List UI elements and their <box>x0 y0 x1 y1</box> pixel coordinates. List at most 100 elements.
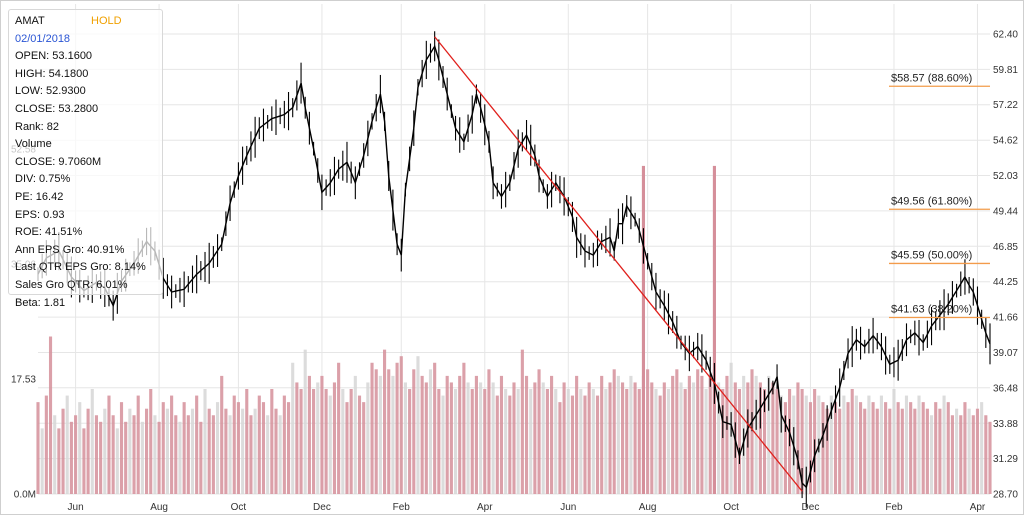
volume-bar <box>558 402 562 494</box>
fib-level-label: $41.63 (38.20%) <box>891 304 972 316</box>
volume-bar <box>441 395 445 494</box>
info-panel: AMAT HOLD 02/01/2018 OPEN: 53.1600 HIGH:… <box>8 9 163 309</box>
volume-bar <box>65 395 69 494</box>
volume-bar <box>36 402 40 494</box>
volume-bar <box>261 402 266 494</box>
x-tick-label: Feb <box>885 502 903 513</box>
volume-bar <box>253 408 257 494</box>
volume-bar <box>950 415 954 494</box>
volume-bar <box>487 369 491 494</box>
volume-bar <box>859 402 863 494</box>
volume-bar <box>562 382 566 494</box>
volume-bar <box>90 389 94 494</box>
volume-bar <box>529 389 533 494</box>
volume-bar <box>366 382 370 494</box>
volume-bar <box>241 408 245 494</box>
volume-bar <box>804 395 808 494</box>
volume-bar <box>449 382 453 494</box>
volume-bar <box>383 349 387 494</box>
close-value: CLOSE: 53.2800 <box>15 102 99 115</box>
volume-bar <box>245 389 249 494</box>
volume-bar <box>495 395 499 494</box>
volume-bar <box>190 408 195 494</box>
ann-eps-gro-value: Ann EPS Gro: 40.91% <box>15 243 125 256</box>
volume-bar <box>575 375 579 494</box>
price-tick-label: 33.88 <box>993 419 1018 430</box>
volume-bar <box>428 369 433 494</box>
volume-bar <box>612 369 616 494</box>
volume-bar <box>236 402 240 494</box>
volume-bar <box>445 375 449 494</box>
volume-bar <box>74 415 78 494</box>
price-tick-label: 59.81 <box>993 65 1018 76</box>
volume-bar <box>362 402 366 494</box>
volume-bar <box>136 395 140 494</box>
volume-bar <box>299 389 303 494</box>
volume-bar <box>842 395 846 494</box>
volume-bar <box>825 408 829 494</box>
volume-bar <box>387 369 391 494</box>
x-tick-label: Jun <box>68 502 84 513</box>
volume-bar <box>491 382 495 494</box>
volume-bar <box>863 408 867 494</box>
volume-bar <box>307 375 311 494</box>
volume-bar <box>412 369 416 494</box>
price-tick-label: 36.48 <box>993 383 1018 394</box>
volume-bar <box>884 402 888 494</box>
price-tick-label: 44.25 <box>993 277 1018 288</box>
volume-bar <box>959 415 963 494</box>
volume-bar <box>470 389 474 494</box>
volume-bar <box>107 395 111 494</box>
div-value: DIV: 0.75% <box>15 173 71 186</box>
volume-bar <box>779 395 783 494</box>
volume-bar <box>658 395 662 494</box>
volume-bar <box>875 408 879 494</box>
price-tick-label: 28.70 <box>993 490 1018 501</box>
volume-bar <box>174 415 178 494</box>
x-tick-label: Jun <box>560 502 576 513</box>
volume-bar <box>984 415 988 494</box>
price-tick-label: 31.29 <box>993 454 1018 465</box>
volume-bar <box>249 415 253 494</box>
volume-bar <box>132 415 136 494</box>
volume-bar <box>737 389 742 494</box>
price-tick-label: 46.85 <box>993 242 1018 253</box>
volume-bar <box>149 389 153 494</box>
volume-bar <box>980 402 984 494</box>
low-value: LOW: 52.9300 <box>15 85 86 98</box>
volume-bar <box>286 402 291 494</box>
roe-value: ROE: 41.51% <box>15 226 83 239</box>
high-value: HIGH: 54.1800 <box>15 67 89 80</box>
volume-bar <box>145 408 149 494</box>
volume-bar <box>942 395 946 494</box>
volume-bar <box>61 408 65 494</box>
volume-bar <box>771 382 775 494</box>
volume-bar <box>721 389 725 494</box>
volume-bar <box>550 375 554 494</box>
volume-bar <box>691 382 696 494</box>
volume-bar <box>408 389 412 494</box>
volume-bar <box>328 395 332 494</box>
volume-close-value: CLOSE: 9.7060M <box>15 155 102 168</box>
price-tick-label: 41.66 <box>993 313 1018 324</box>
volume-bar <box>207 408 211 494</box>
x-tick-label: Apr <box>970 502 986 513</box>
volume-bar <box>341 389 345 494</box>
volume-bar <box>591 389 595 494</box>
volume-bar <box>458 375 462 494</box>
volume-bar <box>220 375 224 494</box>
volume-bar <box>228 415 232 494</box>
volume-bar <box>403 382 407 494</box>
volume-bar <box>466 382 470 494</box>
volume-bar <box>909 402 913 494</box>
volume-bar <box>971 415 975 494</box>
volume-bar <box>616 375 620 494</box>
volume-bar <box>833 402 838 494</box>
volume-bar <box>170 395 174 494</box>
volume-bar <box>934 402 938 494</box>
volume-bar <box>516 389 520 494</box>
volume-bar <box>913 408 917 494</box>
volume-bar <box>278 415 282 494</box>
volume-bar <box>128 408 132 494</box>
volume-bar <box>846 402 850 494</box>
